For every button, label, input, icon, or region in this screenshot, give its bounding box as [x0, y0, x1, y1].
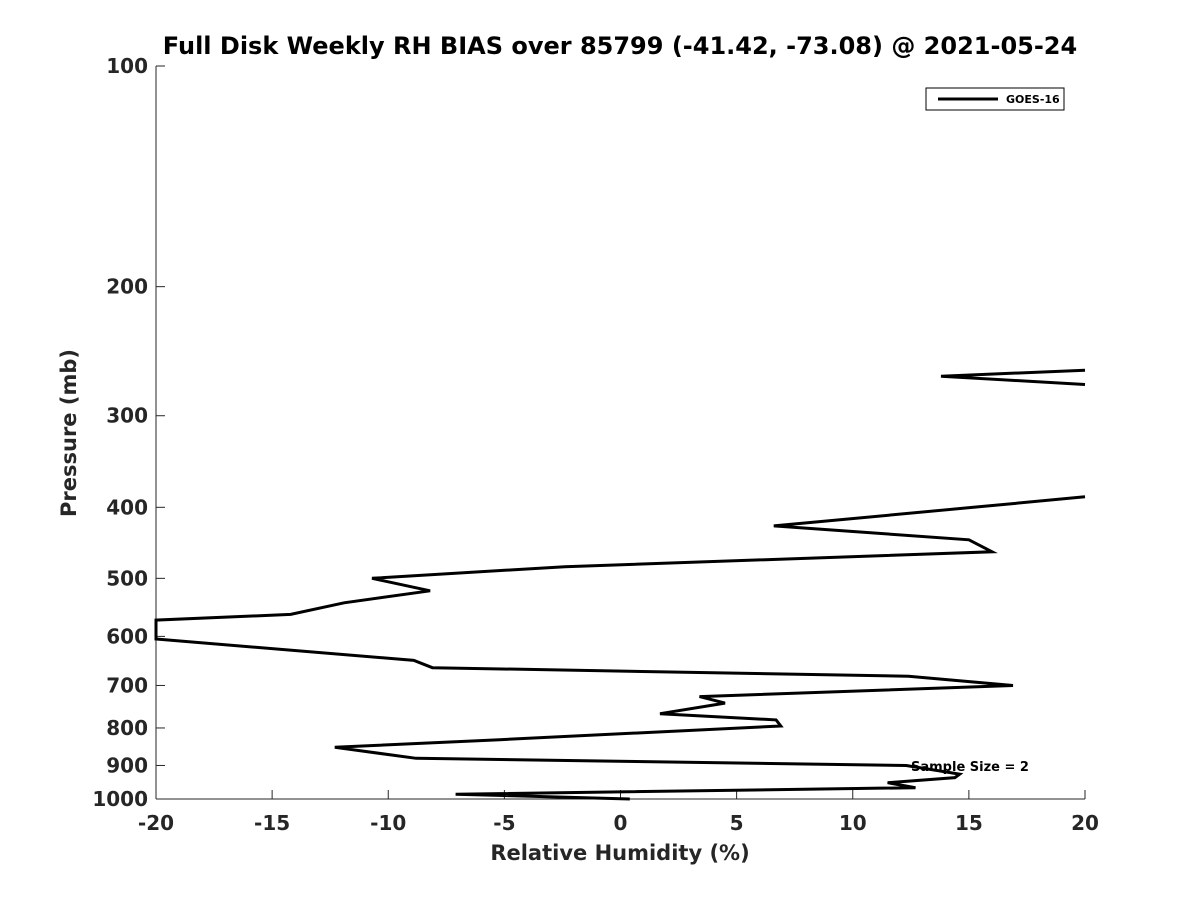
x-tick-label: -10	[370, 811, 406, 835]
chart-title: Full Disk Weekly RH BIAS over 85799 (-41…	[163, 32, 1077, 60]
y-tick-label: 700	[106, 673, 148, 697]
y-tick-label: 200	[106, 275, 148, 299]
x-tick-label: -20	[138, 811, 174, 835]
x-tick-label: 0	[614, 811, 628, 835]
plot-area	[154, 368, 1086, 801]
sample-size-annotation: Sample Size = 2	[911, 760, 1029, 775]
series-line-goes16	[154, 495, 1086, 801]
x-tick-label: 15	[955, 811, 983, 835]
y-tick-label: 500	[106, 566, 148, 590]
x-tick-label: 10	[839, 811, 867, 835]
y-tick-label: 1000	[92, 787, 148, 811]
x-tick-label: -5	[493, 811, 515, 835]
y-tick-label: 100	[106, 54, 148, 78]
x-axis-label: Relative Humidity (%)	[490, 841, 749, 865]
y-tick-label: 400	[106, 495, 148, 519]
y-tick-label: 600	[106, 624, 148, 648]
y-axis-label: Pressure (mb)	[57, 349, 81, 517]
x-tick-label: 5	[730, 811, 744, 835]
legend: GOES-16	[925, 87, 1065, 111]
y-tick-label: 800	[106, 716, 148, 740]
y-tick-label: 300	[106, 404, 148, 428]
series-line-goes16	[940, 368, 1086, 386]
x-tick-label: -15	[254, 811, 290, 835]
axes: -20 -15 -10 -5 0 5 10 15 20 100 200 300 400 500 600 700…	[92, 54, 1099, 835]
y-tick-label: 900	[106, 753, 148, 777]
legend-label-goes16: GOES-16	[1006, 93, 1060, 106]
x-tick-label: 20	[1071, 811, 1099, 835]
